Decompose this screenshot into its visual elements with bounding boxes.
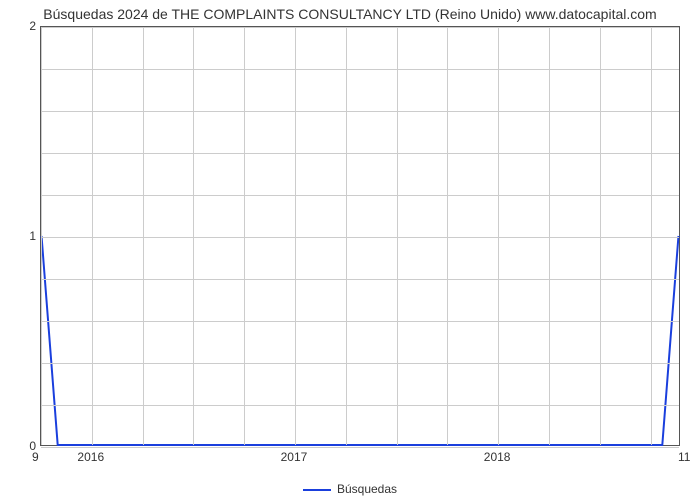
gridline-vertical: [346, 27, 347, 445]
gridline-horizontal: [41, 405, 679, 406]
gridline-vertical: [41, 27, 42, 445]
legend: Búsquedas: [0, 482, 700, 496]
y-tick-label: 0: [29, 439, 36, 453]
gridline-vertical: [498, 27, 499, 445]
gridline-vertical: [397, 27, 398, 445]
gridline-horizontal: [41, 237, 679, 238]
gridline-horizontal: [41, 195, 679, 196]
legend-label: Búsquedas: [337, 482, 397, 496]
y-tick-label: 1: [29, 229, 36, 243]
gridline-vertical: [244, 27, 245, 445]
gridline-horizontal: [41, 69, 679, 70]
legend-swatch: [303, 489, 331, 491]
chart-title: Búsquedas 2024 de THE COMPLAINTS CONSULT…: [0, 6, 700, 22]
gridline-horizontal: [41, 447, 679, 448]
y-tick-label: 2: [29, 19, 36, 33]
gridline-vertical: [549, 27, 550, 445]
gridline-horizontal: [41, 27, 679, 28]
plot-area: [40, 26, 680, 446]
gridline-horizontal: [41, 363, 679, 364]
gridline-vertical: [193, 27, 194, 445]
gridline-vertical: [447, 27, 448, 445]
gridline-horizontal: [41, 321, 679, 322]
gridline-vertical: [295, 27, 296, 445]
gridline-vertical: [651, 27, 652, 445]
gridline-horizontal: [41, 153, 679, 154]
gridline-horizontal: [41, 279, 679, 280]
series-polyline: [42, 236, 679, 445]
x-tick-label: 2018: [484, 450, 511, 464]
x-tick-label: 2017: [281, 450, 308, 464]
gridline-vertical: [143, 27, 144, 445]
gridline-horizontal: [41, 111, 679, 112]
series-line: [41, 27, 679, 445]
gridline-vertical: [92, 27, 93, 445]
corner-bottom-right-label: 11: [678, 450, 690, 464]
x-tick-label: 2016: [77, 450, 104, 464]
gridline-vertical: [600, 27, 601, 445]
